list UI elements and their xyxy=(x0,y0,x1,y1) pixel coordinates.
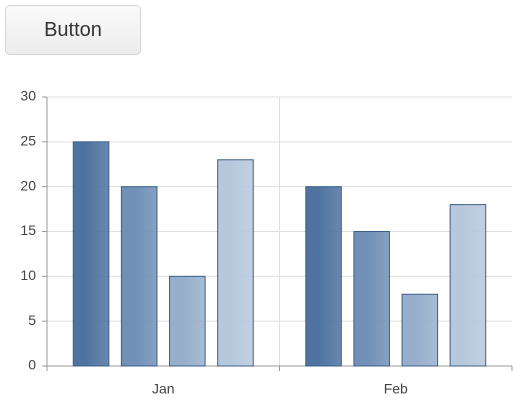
bar xyxy=(305,186,342,367)
y-tick-label: 20 xyxy=(20,177,36,193)
bar xyxy=(120,186,158,367)
bar xyxy=(353,231,390,367)
bar xyxy=(449,204,487,367)
y-tick-label: 15 xyxy=(20,222,36,238)
x-tick-label: Feb xyxy=(384,381,408,397)
y-tick-label: 0 xyxy=(28,357,36,373)
bar xyxy=(401,293,439,367)
button[interactable]: Button xyxy=(5,5,141,55)
y-tick-label: 30 xyxy=(20,88,36,104)
y-tick-label: 5 xyxy=(28,312,36,328)
x-tick-label: Jan xyxy=(152,381,175,397)
bar xyxy=(169,275,206,367)
y-tick-label: 25 xyxy=(20,133,36,149)
y-tick-label: 10 xyxy=(20,267,36,283)
bar xyxy=(217,159,254,367)
bar xyxy=(72,141,110,367)
